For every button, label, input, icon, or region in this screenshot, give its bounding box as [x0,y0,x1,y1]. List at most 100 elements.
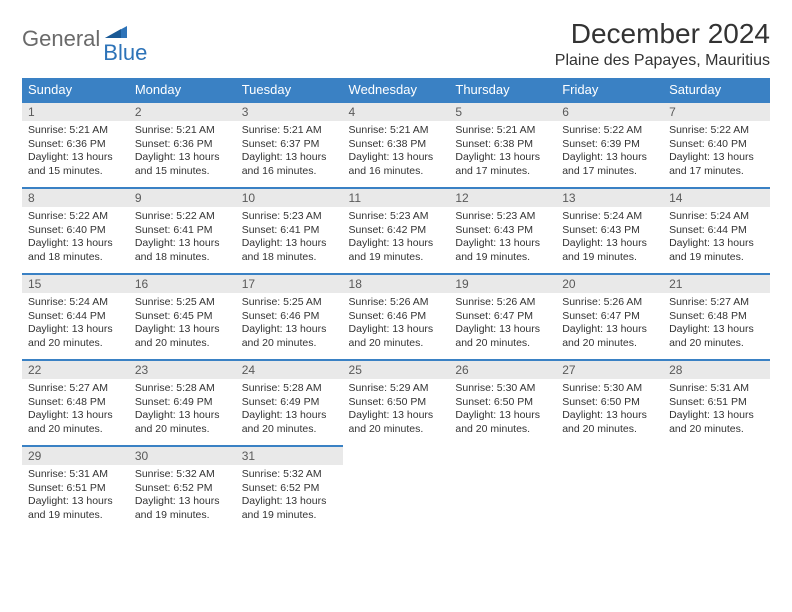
day-number: 24 [236,359,343,379]
sunrise-line: Sunrise: 5:23 AM [455,210,550,224]
daylight-line: Daylight: 13 hours and 19 minutes. [135,495,230,522]
day-number: 26 [449,359,556,379]
sunset-line: Sunset: 6:40 PM [28,224,123,238]
sunrise-line: Sunrise: 5:26 AM [562,296,657,310]
sunrise-line: Sunrise: 5:32 AM [135,468,230,482]
day-body: Sunrise: 5:22 AMSunset: 6:39 PMDaylight:… [556,121,663,183]
day-body: Sunrise: 5:21 AMSunset: 6:36 PMDaylight:… [22,121,129,183]
sunset-line: Sunset: 6:41 PM [135,224,230,238]
calendar-day-cell: 1Sunrise: 5:21 AMSunset: 6:36 PMDaylight… [22,101,129,187]
sunset-line: Sunset: 6:47 PM [455,310,550,324]
day-body: Sunrise: 5:22 AMSunset: 6:41 PMDaylight:… [129,207,236,269]
day-number: 20 [556,273,663,293]
sunset-line: Sunset: 6:51 PM [669,396,764,410]
sunset-line: Sunset: 6:49 PM [135,396,230,410]
calendar-day-cell [449,445,556,531]
day-number: 16 [129,273,236,293]
calendar-week-row: 1Sunrise: 5:21 AMSunset: 6:36 PMDaylight… [22,101,770,187]
sunset-line: Sunset: 6:36 PM [28,138,123,152]
sunrise-line: Sunrise: 5:22 AM [669,124,764,138]
calendar-day-cell: 24Sunrise: 5:28 AMSunset: 6:49 PMDayligh… [236,359,343,445]
weekday-header: Thursday [449,78,556,101]
day-body: Sunrise: 5:27 AMSunset: 6:48 PMDaylight:… [22,379,129,441]
daylight-line: Daylight: 13 hours and 20 minutes. [28,409,123,436]
daylight-line: Daylight: 13 hours and 20 minutes. [135,409,230,436]
calendar-day-cell: 11Sunrise: 5:23 AMSunset: 6:42 PMDayligh… [343,187,450,273]
daylight-line: Daylight: 13 hours and 16 minutes. [242,151,337,178]
sunset-line: Sunset: 6:38 PM [349,138,444,152]
sunrise-line: Sunrise: 5:21 AM [135,124,230,138]
day-number: 18 [343,273,450,293]
sunrise-line: Sunrise: 5:27 AM [28,382,123,396]
weekday-header-row: Sunday Monday Tuesday Wednesday Thursday… [22,78,770,101]
sunset-line: Sunset: 6:39 PM [562,138,657,152]
sunset-line: Sunset: 6:50 PM [562,396,657,410]
day-number: 10 [236,187,343,207]
day-number: 19 [449,273,556,293]
sunrise-line: Sunrise: 5:27 AM [669,296,764,310]
calendar-day-cell: 27Sunrise: 5:30 AMSunset: 6:50 PMDayligh… [556,359,663,445]
day-body: Sunrise: 5:30 AMSunset: 6:50 PMDaylight:… [556,379,663,441]
day-number: 4 [343,101,450,121]
sunset-line: Sunset: 6:36 PM [135,138,230,152]
sunset-line: Sunset: 6:50 PM [349,396,444,410]
calendar-day-cell: 23Sunrise: 5:28 AMSunset: 6:49 PMDayligh… [129,359,236,445]
sunrise-line: Sunrise: 5:23 AM [349,210,444,224]
day-number: 21 [663,273,770,293]
calendar-day-cell: 21Sunrise: 5:27 AMSunset: 6:48 PMDayligh… [663,273,770,359]
sunrise-line: Sunrise: 5:29 AM [349,382,444,396]
daylight-line: Daylight: 13 hours and 20 minutes. [242,409,337,436]
calendar-day-cell: 26Sunrise: 5:30 AMSunset: 6:50 PMDayligh… [449,359,556,445]
day-body: Sunrise: 5:31 AMSunset: 6:51 PMDaylight:… [22,465,129,527]
sunrise-line: Sunrise: 5:31 AM [669,382,764,396]
day-number: 9 [129,187,236,207]
daylight-line: Daylight: 13 hours and 17 minutes. [455,151,550,178]
day-body: Sunrise: 5:21 AMSunset: 6:36 PMDaylight:… [129,121,236,183]
daylight-line: Daylight: 13 hours and 17 minutes. [669,151,764,178]
sunrise-line: Sunrise: 5:25 AM [242,296,337,310]
sunrise-line: Sunrise: 5:26 AM [455,296,550,310]
day-body: Sunrise: 5:25 AMSunset: 6:46 PMDaylight:… [236,293,343,355]
day-body: Sunrise: 5:21 AMSunset: 6:37 PMDaylight:… [236,121,343,183]
sunset-line: Sunset: 6:45 PM [135,310,230,324]
day-number: 3 [236,101,343,121]
sunrise-line: Sunrise: 5:21 AM [455,124,550,138]
weekday-header: Sunday [22,78,129,101]
calendar-week-row: 8Sunrise: 5:22 AMSunset: 6:40 PMDaylight… [22,187,770,273]
daylight-line: Daylight: 13 hours and 15 minutes. [135,151,230,178]
day-number: 5 [449,101,556,121]
location: Plaine des Papayes, Mauritius [555,52,770,70]
calendar-day-cell: 3Sunrise: 5:21 AMSunset: 6:37 PMDaylight… [236,101,343,187]
calendar-day-cell: 16Sunrise: 5:25 AMSunset: 6:45 PMDayligh… [129,273,236,359]
daylight-line: Daylight: 13 hours and 20 minutes. [242,323,337,350]
calendar-day-cell: 18Sunrise: 5:26 AMSunset: 6:46 PMDayligh… [343,273,450,359]
calendar-title: December 2024 [555,18,770,50]
day-body: Sunrise: 5:26 AMSunset: 6:46 PMDaylight:… [343,293,450,355]
day-number: 27 [556,359,663,379]
calendar-day-cell [343,445,450,531]
sunset-line: Sunset: 6:46 PM [242,310,337,324]
sunset-line: Sunset: 6:48 PM [28,396,123,410]
day-body: Sunrise: 5:21 AMSunset: 6:38 PMDaylight:… [343,121,450,183]
calendar-day-cell: 17Sunrise: 5:25 AMSunset: 6:46 PMDayligh… [236,273,343,359]
weekday-header: Saturday [663,78,770,101]
sunrise-line: Sunrise: 5:24 AM [562,210,657,224]
sunrise-line: Sunrise: 5:30 AM [562,382,657,396]
sunset-line: Sunset: 6:46 PM [349,310,444,324]
day-body: Sunrise: 5:24 AMSunset: 6:44 PMDaylight:… [22,293,129,355]
calendar-body: 1Sunrise: 5:21 AMSunset: 6:36 PMDaylight… [22,101,770,531]
daylight-line: Daylight: 13 hours and 20 minutes. [669,323,764,350]
day-number: 29 [22,445,129,465]
day-body: Sunrise: 5:23 AMSunset: 6:41 PMDaylight:… [236,207,343,269]
daylight-line: Daylight: 13 hours and 20 minutes. [669,409,764,436]
sunrise-line: Sunrise: 5:22 AM [562,124,657,138]
day-body: Sunrise: 5:22 AMSunset: 6:40 PMDaylight:… [22,207,129,269]
day-number: 30 [129,445,236,465]
calendar-day-cell: 31Sunrise: 5:32 AMSunset: 6:52 PMDayligh… [236,445,343,531]
calendar-day-cell: 28Sunrise: 5:31 AMSunset: 6:51 PMDayligh… [663,359,770,445]
calendar-day-cell: 5Sunrise: 5:21 AMSunset: 6:38 PMDaylight… [449,101,556,187]
daylight-line: Daylight: 13 hours and 19 minutes. [562,237,657,264]
day-number: 14 [663,187,770,207]
calendar-day-cell: 6Sunrise: 5:22 AMSunset: 6:39 PMDaylight… [556,101,663,187]
daylight-line: Daylight: 13 hours and 19 minutes. [669,237,764,264]
